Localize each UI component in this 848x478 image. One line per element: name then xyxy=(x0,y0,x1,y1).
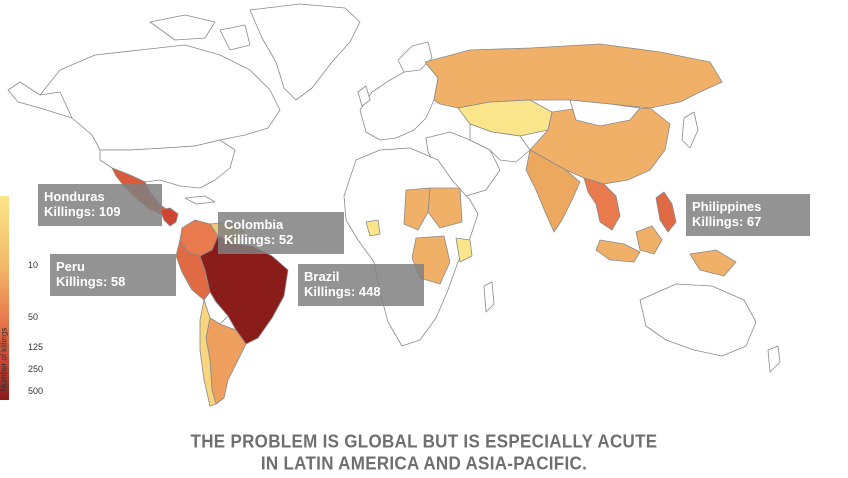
japan xyxy=(681,111,699,149)
callout-killings: Killings: 109 xyxy=(44,204,121,219)
central-america xyxy=(159,207,179,227)
callout-country: Colombia xyxy=(224,217,284,232)
kenya xyxy=(455,237,473,263)
madagascar xyxy=(483,281,495,313)
uk xyxy=(357,85,371,107)
europe xyxy=(359,61,439,141)
caption-line-2: IN LATIN AMERICA AND ASIA-PACIFIC. xyxy=(260,453,588,474)
mongolia xyxy=(569,99,641,127)
new-guinea xyxy=(689,249,737,277)
legend-tick-500: 500 xyxy=(28,386,44,396)
canada xyxy=(39,44,281,151)
arctic-islands xyxy=(219,24,251,51)
legend-title: Number of killings xyxy=(0,327,9,392)
callout-colombia: Colombia Killings: 52 xyxy=(218,212,344,254)
callout-country: Philippines xyxy=(692,199,762,214)
color-scale-bar xyxy=(0,196,9,400)
borneo xyxy=(635,225,663,255)
callout-country: Brazil xyxy=(304,269,340,284)
caribbean xyxy=(184,195,216,205)
arctic-islands xyxy=(149,14,216,41)
alaska xyxy=(7,81,73,119)
callout-killings: Killings: 67 xyxy=(692,214,762,229)
callout-honduras: Honduras Killings: 109 xyxy=(38,184,162,226)
callout-killings: Killings: 58 xyxy=(56,274,126,289)
callout-country: Peru xyxy=(56,259,85,274)
scandinavia xyxy=(397,41,433,73)
central-asia xyxy=(469,123,531,163)
legend-tick-10: 10 xyxy=(28,260,39,270)
chile xyxy=(199,299,217,407)
legend-tick-250: 250 xyxy=(28,364,44,374)
philippines xyxy=(655,191,677,233)
callout-brazil: Brazil Killings: 448 xyxy=(298,264,424,306)
world-map xyxy=(7,3,781,407)
caption-line-1: THE PROBLEM IS GLOBAL BUT IS ESPECIALLY … xyxy=(190,431,658,452)
russia xyxy=(424,43,723,109)
callout-country: Honduras xyxy=(44,189,105,204)
callout-killings: Killings: 448 xyxy=(304,284,381,299)
legend-tick-125: 125 xyxy=(28,342,44,352)
legend-tick-50: 50 xyxy=(28,312,39,322)
greenland xyxy=(249,3,361,101)
australia xyxy=(639,283,757,357)
chad xyxy=(403,187,431,231)
west-africa xyxy=(365,219,381,237)
new-zealand xyxy=(767,345,781,373)
indonesia xyxy=(595,239,641,263)
callout-peru: Peru Killings: 58 xyxy=(50,254,176,296)
india xyxy=(525,149,581,233)
southeast-asia xyxy=(583,177,621,231)
callout-killings: Killings: 52 xyxy=(224,232,294,247)
callout-philippines: Philippines Killings: 67 xyxy=(686,194,810,236)
